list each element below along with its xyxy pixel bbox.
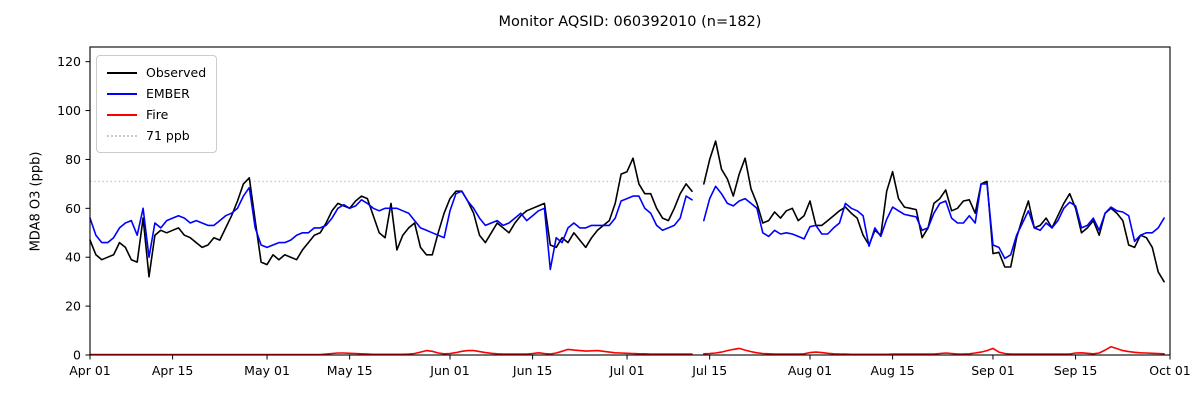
fire-line-sample (107, 113, 137, 116)
legend-label-fire: Fire (146, 107, 169, 122)
legend-label-threshold: 71 ppb (146, 128, 190, 143)
x-tick-label: Apr 15 (152, 363, 194, 378)
y-tick-label: 60 (65, 201, 81, 216)
x-tick-label: May 01 (244, 363, 290, 378)
ember-line-sample (107, 92, 137, 95)
x-tick-label: Jul 15 (691, 363, 727, 378)
legend-row-observed: Observed (107, 62, 206, 83)
y-tick-label: 100 (57, 103, 81, 118)
series-line-fire (89, 345, 1165, 356)
y-tick-label: 80 (65, 152, 81, 167)
legend-row-fire: Fire (107, 104, 206, 125)
series-line-observed (89, 140, 1165, 283)
x-tick-label: Jul 01 (609, 363, 645, 378)
x-tick-label: Sep 15 (1054, 363, 1097, 378)
x-tick-label: Jun 01 (429, 363, 469, 378)
x-tick-label: Sep 01 (971, 363, 1014, 378)
x-tick-label: May 15 (327, 363, 373, 378)
plot-border (89, 46, 1171, 356)
y-tick-label: 120 (57, 54, 81, 69)
legend: Observed EMBER Fire 71 ppb (96, 55, 218, 153)
x-tick-label: Jun 15 (512, 363, 552, 378)
x-tick-label: Aug 01 (788, 363, 832, 378)
legend-row-ember: EMBER (107, 83, 206, 104)
x-tick-label: Aug 15 (870, 363, 914, 378)
y-tick-label: 20 (65, 299, 81, 314)
series-line-ember (89, 183, 1165, 271)
threshold-line-sample (107, 134, 137, 137)
legend-label-ember: EMBER (146, 86, 190, 101)
legend-label-observed: Observed (146, 65, 207, 80)
legend-row-threshold: 71 ppb (107, 125, 206, 146)
chart-title: Monitor AQSID: 060392010 (n=182) (498, 14, 762, 30)
observed-line-sample (107, 71, 137, 74)
y-tick-label: 0 (73, 348, 81, 363)
x-tick-label: Oct 01 (1149, 363, 1191, 378)
x-tick-label: Apr 01 (69, 363, 111, 378)
y-tick-label: 40 (65, 250, 81, 265)
